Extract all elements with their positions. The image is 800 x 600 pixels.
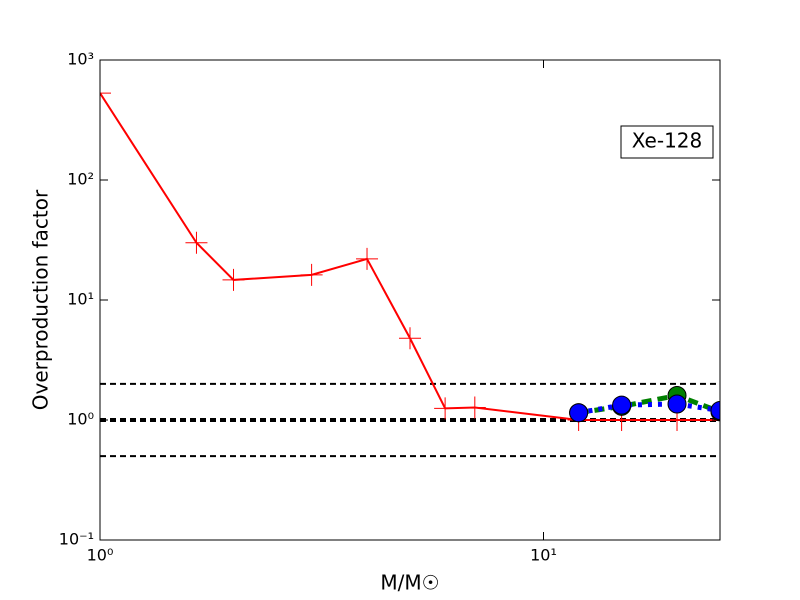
marker (569, 403, 589, 423)
annotation: Xe-128 (632, 129, 703, 153)
marker (100, 82, 111, 105)
y-axis-label: Overproduction factor (29, 189, 53, 410)
plot-area (100, 82, 720, 458)
annotation-box (620, 125, 714, 159)
x-tick-label: 10⁰ (87, 546, 114, 565)
series-line (578, 401, 720, 416)
y-tick-label: 10³ (67, 50, 94, 69)
marker (463, 396, 486, 419)
marker (300, 263, 323, 286)
y-tick-label: 10¹ (67, 290, 94, 309)
marker (667, 394, 687, 414)
marker (222, 268, 245, 291)
marker (434, 397, 457, 420)
marker (356, 247, 379, 270)
x-axis-label: M/M☉ (380, 571, 439, 595)
marker (710, 401, 720, 420)
y-tick-label: 10⁰ (67, 410, 94, 429)
marker (612, 395, 632, 415)
marker (399, 327, 421, 350)
y-tick-label: 10² (67, 170, 94, 189)
y-tick-label: 10⁻¹ (59, 530, 94, 549)
marker (185, 231, 208, 254)
x-tick-label: 10¹ (530, 546, 557, 565)
